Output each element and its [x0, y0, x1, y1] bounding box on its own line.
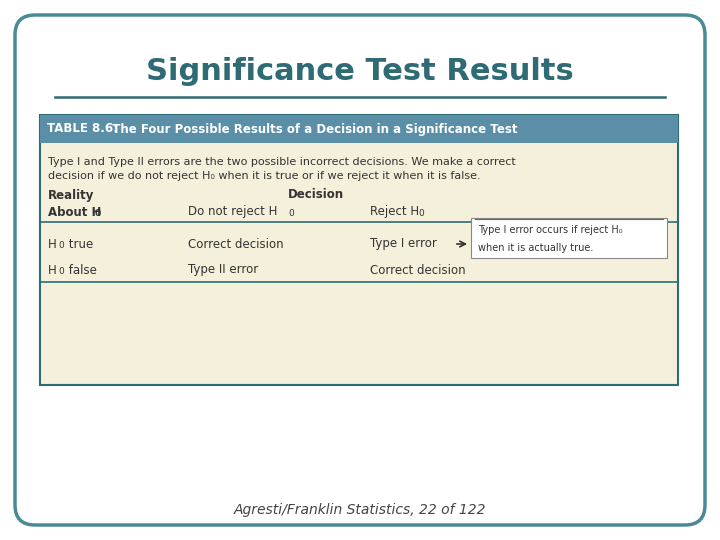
FancyBboxPatch shape [471, 218, 667, 258]
Text: The Four Possible Results of a Decision in a Significance Test: The Four Possible Results of a Decision … [104, 123, 518, 136]
FancyBboxPatch shape [40, 115, 678, 143]
Text: 0: 0 [95, 210, 101, 219]
Text: Correct decision: Correct decision [370, 264, 466, 276]
Text: 0: 0 [288, 210, 294, 219]
Text: Decision: Decision [288, 188, 344, 201]
Text: decision if we do not reject H₀ when it is true or if we reject it when it is fa: decision if we do not reject H₀ when it … [48, 171, 481, 181]
Text: 0: 0 [58, 267, 64, 276]
Text: Reality: Reality [48, 188, 94, 201]
Text: 0: 0 [58, 241, 64, 251]
Text: Correct decision: Correct decision [188, 238, 284, 251]
Text: 0: 0 [418, 210, 424, 219]
Text: Significance Test Results: Significance Test Results [146, 57, 574, 86]
Text: true: true [65, 238, 94, 251]
Text: Type I error: Type I error [370, 238, 437, 251]
Text: when it is actually true.: when it is actually true. [478, 243, 593, 253]
Text: TABLE 8.6:: TABLE 8.6: [47, 123, 118, 136]
FancyBboxPatch shape [15, 15, 705, 525]
Text: H: H [48, 238, 57, 251]
Text: false: false [65, 264, 97, 276]
Text: Reject H: Reject H [370, 206, 419, 219]
Text: Agresti/Franklin Statistics, 22 of 122: Agresti/Franklin Statistics, 22 of 122 [234, 503, 486, 517]
FancyBboxPatch shape [40, 115, 678, 385]
Text: About H: About H [48, 206, 102, 219]
Text: Type I and Type II errors are the two possible incorrect decisions. We make a co: Type I and Type II errors are the two po… [48, 157, 516, 167]
Text: Do not reject H: Do not reject H [188, 206, 277, 219]
Text: Type II error: Type II error [188, 264, 258, 276]
Text: Type I error occurs if reject H₀: Type I error occurs if reject H₀ [478, 225, 623, 235]
Text: H: H [48, 264, 57, 276]
